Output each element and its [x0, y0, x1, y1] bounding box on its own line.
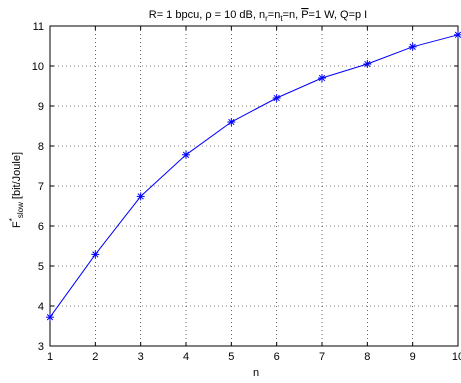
- data-point: [408, 42, 417, 51]
- y-tick-label: 7: [38, 181, 44, 193]
- y-axis-label: F*slow [bit/Joule]: [8, 152, 25, 228]
- marker-stroke: [92, 251, 99, 258]
- x-tick-label: 7: [319, 351, 325, 363]
- y-tick-label: 8: [38, 141, 44, 153]
- marker-stroke: [228, 118, 235, 126]
- y-tick-label: 5: [38, 261, 44, 273]
- plot-axes: [49, 25, 459, 347]
- marker-stroke: [46, 314, 54, 321]
- x-tick-label: 9: [410, 351, 416, 363]
- x-tick-label: 4: [183, 351, 189, 363]
- series-group: [46, 30, 461, 322]
- data-point: [182, 150, 190, 159]
- grid-lines: [50, 26, 458, 346]
- data-point: [227, 118, 236, 126]
- data-point: [136, 192, 145, 201]
- marker-stroke: [454, 31, 461, 38]
- marker-stroke: [273, 94, 280, 102]
- y-tick-label: 9: [38, 101, 44, 113]
- chart-title: R= 1 bpcu, ρ = 10 dB, nr=nt=n, P=1 W, Q=…: [149, 9, 368, 23]
- x-axis-label: n: [253, 367, 259, 378]
- marker-stroke: [182, 151, 190, 158]
- x-tick-label: 10: [452, 351, 461, 363]
- y-tick-label: 10: [32, 61, 44, 73]
- x-tick-label: 1: [47, 351, 53, 363]
- data-point: [363, 60, 372, 68]
- y-tick-label: 11: [33, 21, 44, 33]
- y-tick-label: 4: [38, 301, 44, 313]
- y-tick-label: 6: [38, 221, 44, 233]
- x-tick-label: 5: [228, 351, 234, 363]
- x-tick-label: 6: [274, 351, 280, 363]
- data-point: [46, 313, 54, 322]
- series-line: [49, 34, 459, 318]
- x-tick-label: 3: [138, 351, 144, 363]
- marker-stroke: [137, 193, 144, 200]
- data-point: [91, 250, 100, 259]
- data-point: [318, 74, 326, 82]
- marker-stroke: [364, 60, 371, 68]
- marker-stroke: [318, 74, 326, 82]
- marker-stroke: [409, 43, 416, 50]
- data-point: [272, 94, 281, 102]
- data-point: [454, 30, 461, 39]
- x-tick-label: 2: [92, 351, 98, 363]
- x-tick-label: 8: [364, 351, 370, 363]
- tick-labels: 1 2 3 4 5 6 7 8 9 10 3 4 5 6 7 8 9 10 11: [32, 21, 461, 363]
- y-tick-label: 3: [38, 341, 44, 353]
